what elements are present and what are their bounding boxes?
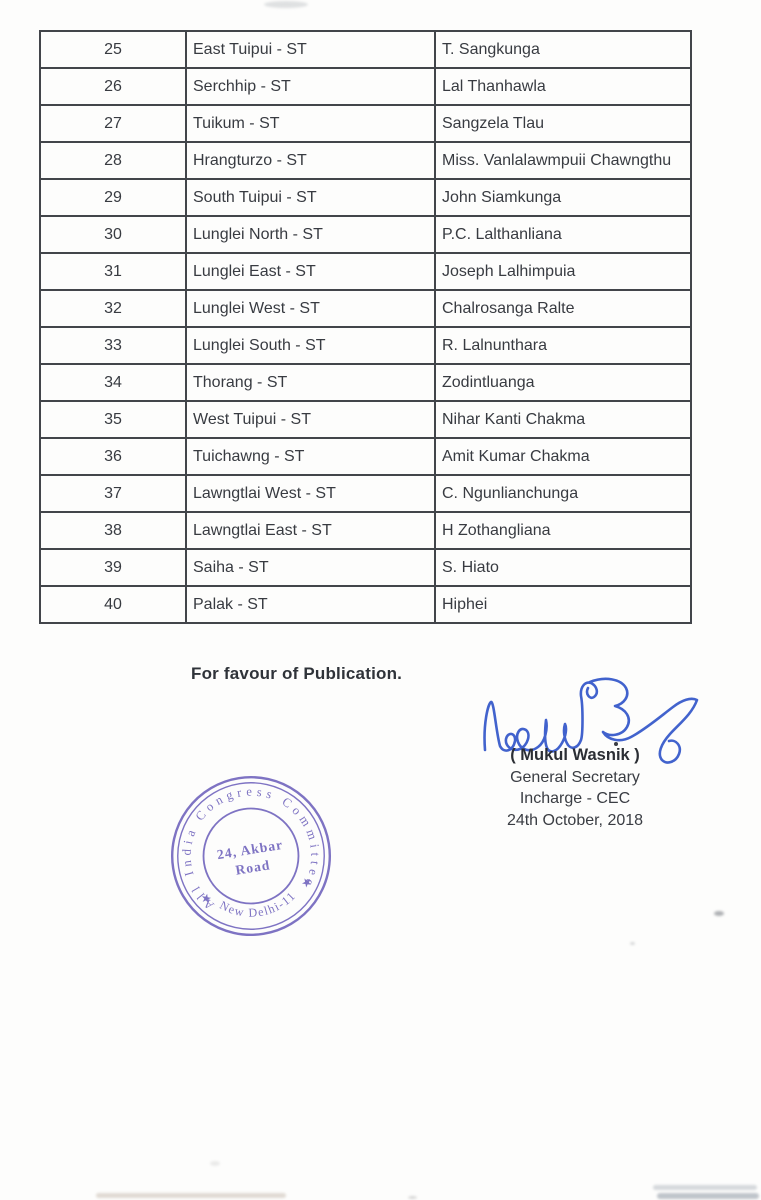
cell-constituency: Saiha - ST: [185, 548, 436, 587]
cell-constituency: Tuikum - ST: [185, 104, 436, 143]
office-stamp: All India Congress Committee New Delhi-1…: [169, 774, 332, 937]
cell-constituency: Thorang - ST: [185, 363, 436, 402]
cell-no: 36: [39, 437, 187, 476]
signatory-block: ( Mukul Wasnik ) General Secretary Incha…: [465, 745, 685, 831]
cell-no: 37: [39, 474, 187, 513]
cell-candidate: T. Sangkunga: [434, 30, 692, 69]
table-row: 32 Lunglei West - ST Chalrosanga Ralte: [39, 289, 692, 328]
cell-candidate: R. Lalnunthara: [434, 326, 692, 365]
cell-candidate: C. Ngunlianchunga: [434, 474, 692, 513]
cell-constituency: Lawngtlai West - ST: [185, 474, 436, 513]
table-row: 36 Tuichawng - ST Amit Kumar Chakma: [39, 437, 692, 476]
scan-speck: [630, 942, 635, 945]
cell-candidate: Hiphei: [434, 585, 692, 624]
cell-constituency: Lunglei East - ST: [185, 252, 436, 291]
cell-candidate: Zodintluanga: [434, 363, 692, 402]
publication-note: For favour of Publication.: [191, 664, 403, 683]
table-row: 30 Lunglei North - ST P.C. Lalthanliana: [39, 215, 692, 254]
cell-no: 32: [39, 289, 187, 328]
cell-candidate: H Zothangliana: [434, 511, 692, 550]
table-row: 28 Hrangturzo - ST Miss. Vanlalawmpuii Cha…: [39, 141, 692, 180]
cell-candidate: P.C. Lalthanliana: [434, 215, 692, 254]
cell-no: 25: [39, 30, 187, 69]
stamp-address-line1: 24, Akbar: [216, 837, 284, 862]
scan-smudge: [96, 1193, 286, 1198]
cell-no: 27: [39, 104, 187, 143]
cell-candidate: S. Hiato: [434, 548, 692, 587]
scan-smudge: [653, 1185, 757, 1190]
cell-constituency: Lawngtlai East - ST: [185, 511, 436, 550]
cell-constituency: Serchhip - ST: [185, 67, 436, 106]
cell-no: 30: [39, 215, 187, 254]
cell-candidate: Amit Kumar Chakma: [434, 437, 692, 476]
cell-constituency: Palak - ST: [185, 585, 436, 624]
table-row: 34 Thorang - ST Zodintluanga: [39, 363, 692, 402]
signature-ink: [483, 677, 699, 764]
cell-constituency: Hrangturzo - ST: [185, 141, 436, 180]
table-row: 38 Lawngtlai East - ST H Zothangliana: [39, 511, 692, 550]
ink-dot: [614, 742, 618, 746]
cell-no: 34: [39, 363, 187, 402]
cell-constituency: Lunglei West - ST: [185, 289, 436, 328]
candidate-table: 25 East Tuipui - ST T. Sangkunga 26 Serchhip…: [39, 30, 692, 624]
cell-no: 40: [39, 585, 187, 624]
cell-no: 38: [39, 511, 187, 550]
cell-no: 35: [39, 400, 187, 439]
signatory-name: ( Mukul Wasnik ): [510, 746, 640, 764]
cell-constituency: Tuichawng - ST: [185, 437, 436, 476]
scan-speck: [714, 911, 724, 916]
cell-candidate: Miss. Vanlalawmpuii Chawngthu: [434, 141, 692, 180]
table-row: 29 South Tuipui - ST John Siamkunga: [39, 178, 692, 217]
table-row: 33 Lunglei South - ST R. Lalnunthara: [39, 326, 692, 365]
scan-smudge: [264, 1, 308, 8]
cell-no: 26: [39, 67, 187, 106]
cell-constituency: South Tuipui - ST: [185, 178, 436, 217]
table-row: 26 Serchhip - ST Lal Thanhawla: [39, 67, 692, 106]
scan-smudge: [657, 1193, 759, 1199]
table-row: 27 Tuikum - ST Sangzela Tlau: [39, 104, 692, 143]
cell-constituency: Lunglei North - ST: [185, 215, 436, 254]
table-row: 39 Saiha - ST S. Hiato: [39, 548, 692, 587]
cell-candidate: Sangzela Tlau: [434, 104, 692, 143]
cell-no: 29: [39, 178, 187, 217]
cell-constituency: West Tuipui - ST: [185, 400, 436, 439]
cell-constituency: East Tuipui - ST: [185, 30, 436, 69]
stamp-address-line2: Road: [234, 857, 271, 877]
cell-no: 31: [39, 252, 187, 291]
cell-no: 28: [39, 141, 187, 180]
cell-no: 33: [39, 326, 187, 365]
signatory-subtitle: Incharge - CEC: [519, 790, 631, 807]
scan-speck: [210, 1161, 220, 1166]
table-row: 35 West Tuipui - ST Nihar Kanti Chakma: [39, 400, 692, 439]
cell-no: 39: [39, 548, 187, 587]
table-row: 31 Lunglei East - ST Joseph Lalhimpuia: [39, 252, 692, 291]
cell-candidate: John Siamkunga: [434, 178, 692, 217]
cell-candidate: Nihar Kanti Chakma: [434, 400, 692, 439]
cell-candidate: Lal Thanhawla: [434, 67, 692, 106]
table-row: 37 Lawngtlai West - ST C. Ngunlianchunga: [39, 474, 692, 513]
signatory-date: 24th October, 2018: [506, 811, 644, 829]
table-row: 40 Palak - ST Hiphei: [39, 585, 692, 624]
table-row: 25 East Tuipui - ST T. Sangkunga: [39, 30, 692, 69]
cell-candidate: Joseph Lalhimpuia: [434, 252, 692, 291]
cell-constituency: Lunglei South - ST: [185, 326, 436, 365]
candidate-table-body: 25 East Tuipui - ST T. Sangkunga 26 Serchhip…: [39, 30, 692, 624]
signatory-title: General Secretary: [510, 768, 640, 786]
cell-candidate: Chalrosanga Ralte: [434, 289, 692, 328]
scan-smudge: [408, 1196, 417, 1199]
